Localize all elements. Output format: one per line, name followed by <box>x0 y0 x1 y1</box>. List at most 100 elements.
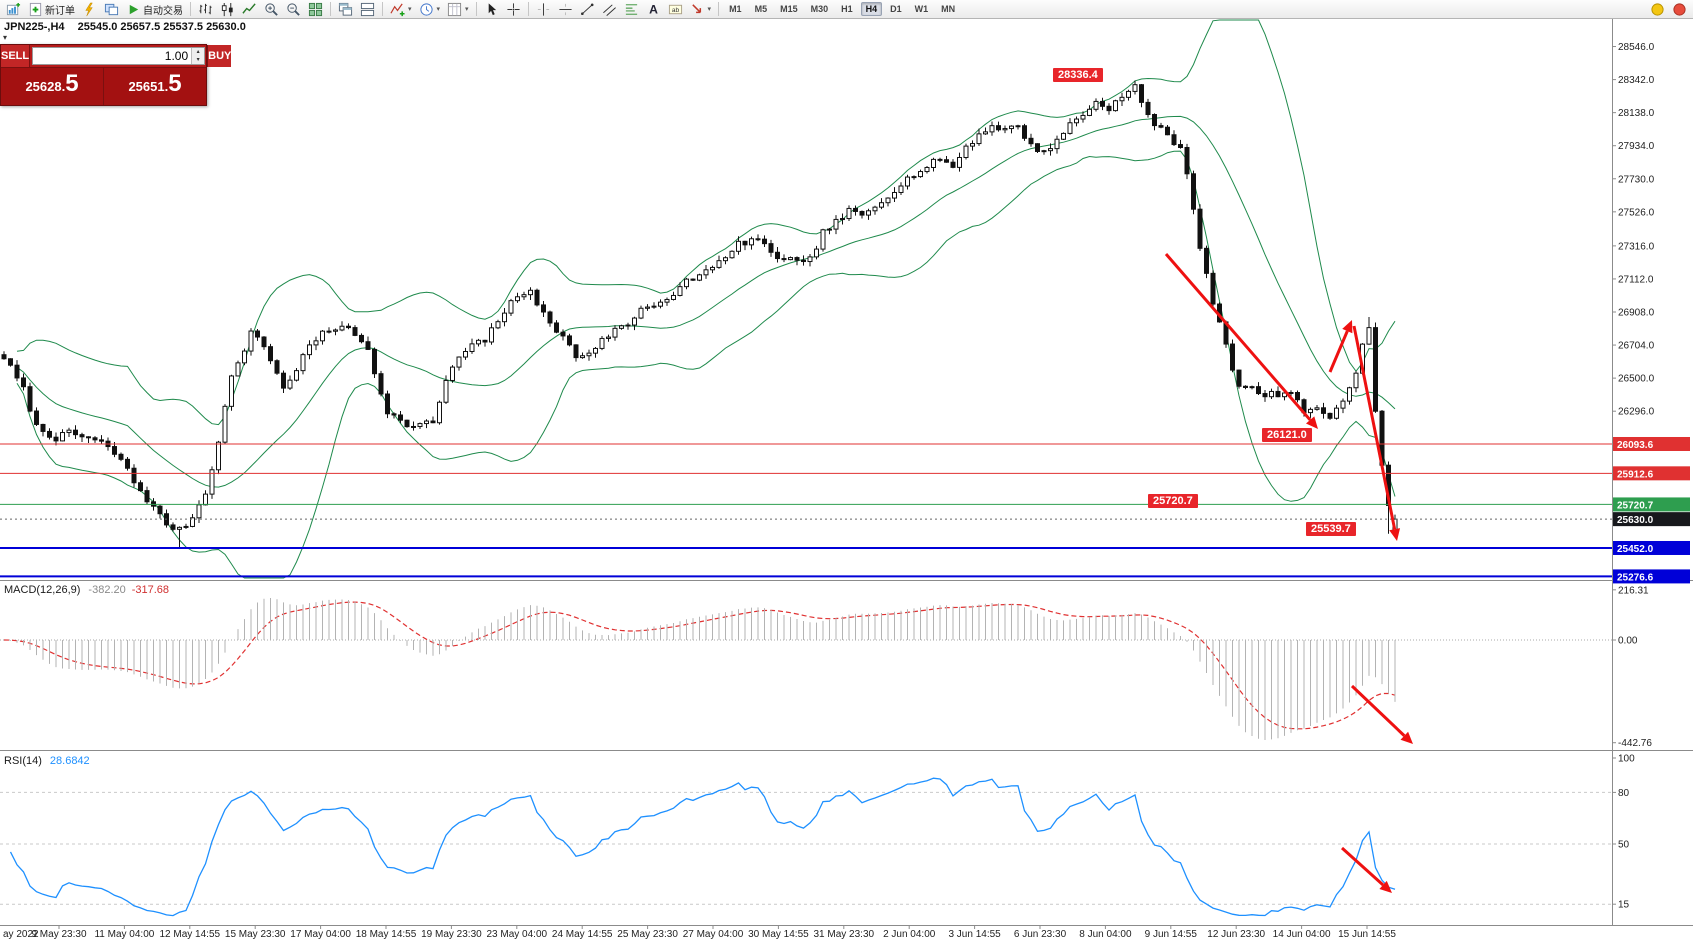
svg-text:18 May 14:55: 18 May 14:55 <box>356 929 417 940</box>
ohlc-readout: 25545.0 25657.5 25537.5 25630.0 <box>77 21 246 33</box>
horizontal-levels <box>0 443 1612 578</box>
toolbar-separator <box>527 2 529 16</box>
periods-button-dropdown-icon[interactable]: ▾ <box>436 6 441 13</box>
timeframe-M1[interactable]: M1 <box>729 4 742 14</box>
timeframe-M30[interactable]: M30 <box>810 4 829 14</box>
timeframe-M15[interactable]: M15 <box>780 4 798 14</box>
svg-text:50: 50 <box>1618 840 1630 851</box>
macd-histogram <box>10 597 1396 741</box>
fibonacci-icon[interactable] <box>621 1 642 18</box>
symbol-period-label: JPN225-,H4 <box>4 21 65 33</box>
trend-arrow-head <box>1400 731 1413 744</box>
periods-button[interactable]: ▾ <box>416 1 444 18</box>
svg-text:2 Jun 04:00: 2 Jun 04:00 <box>883 929 936 940</box>
text-icon[interactable]: A <box>643 1 664 18</box>
sell-price-display[interactable]: 25628. 5 <box>1 68 104 105</box>
volume-spinner: ▴ ▾ <box>191 48 205 64</box>
line-chart-icon[interactable] <box>239 1 260 18</box>
bar-chart-icon[interactable] <box>195 1 216 18</box>
vertical-line-icon[interactable] <box>533 1 554 18</box>
zoom-in-icon[interactable] <box>261 1 282 18</box>
bollinger-middle <box>16 115 1396 488</box>
candlestick-series <box>1 80 1398 548</box>
metaeditor-icon[interactable] <box>79 1 100 18</box>
crosshair-icon[interactable] <box>503 1 524 18</box>
bollinger-lower <box>16 150 1396 579</box>
arrange-windows-icon[interactable] <box>357 1 378 18</box>
new-chart-icon[interactable] <box>3 1 24 18</box>
price-annotation-box[interactable]: 25720.7 <box>1148 494 1198 508</box>
price-annotation-box[interactable]: 28336.4 <box>1053 68 1103 82</box>
macd-name: MACD(12,26,9) <box>4 584 81 596</box>
macd-main-value: -382.20 <box>88 584 126 596</box>
chart-windows-icon[interactable] <box>101 1 122 18</box>
trend-arrow-head <box>1305 416 1318 429</box>
horizontal-line-icon[interactable] <box>555 1 576 18</box>
volume-increment-button[interactable]: ▴ <box>192 48 205 56</box>
indicators-button[interactable]: ▾ <box>387 1 415 18</box>
rsi-panel: 100 80 50 15 <box>0 754 1635 917</box>
toolbar-separator <box>382 2 383 16</box>
svg-text:-442.76: -442.76 <box>1618 738 1652 749</box>
volume-decrement-button[interactable]: ▾ <box>192 56 205 64</box>
cascade-windows-icon[interactable] <box>335 1 356 18</box>
tile-windows-icon[interactable] <box>305 1 326 18</box>
trendline-icon[interactable] <box>577 1 598 18</box>
alert-status-icon[interactable] <box>1647 1 1668 18</box>
text-label-icon[interactable]: ab <box>665 1 686 18</box>
svg-text:15: 15 <box>1618 900 1630 911</box>
templates-button-dropdown-icon[interactable]: ▾ <box>465 6 469 13</box>
news-status-icon[interactable] <box>1669 1 1690 18</box>
svg-text:26093.6: 26093.6 <box>1617 440 1654 451</box>
svg-text:25912.6: 25912.6 <box>1617 469 1654 480</box>
cursor-icon[interactable] <box>481 1 502 18</box>
rsi-name: RSI(14) <box>4 755 42 767</box>
arrows-shapes-button-dropdown-icon[interactable]: ▾ <box>707 6 712 13</box>
toolbar-separator <box>330 2 331 16</box>
autotrade-button[interactable]: 自动交易 <box>123 1 186 18</box>
price-tag <box>1613 497 1690 512</box>
buy-button[interactable]: BUY <box>207 45 232 67</box>
price-tag <box>1613 540 1690 555</box>
panel-separators <box>0 19 1693 926</box>
new-order-button-label: 新订单 <box>45 5 75 17</box>
annotation-arrows[interactable] <box>1164 253 1413 893</box>
buy-price-display[interactable]: 25651. 5 <box>104 68 206 105</box>
svg-text:9 May 23:30: 9 May 23:30 <box>31 929 86 940</box>
timeframe-D1[interactable]: D1 <box>890 4 902 14</box>
one-click-collapse-toggle[interactable]: ▾ <box>3 33 8 42</box>
one-click-trading-panel: SELL ▴ ▾ BUY 25628.5 25651.5 <box>0 44 232 106</box>
templates-button[interactable]: ▾ <box>444 1 472 18</box>
price-axis: 28546.0 28342.0 28138.0 27934.0 27730.0 27526… <box>1612 42 1655 418</box>
svg-text:25452.0: 25452.0 <box>1617 544 1654 555</box>
candle-chart-icon[interactable] <box>217 1 238 18</box>
trend-arrow <box>1350 684 1406 737</box>
price-annotation-box[interactable]: 26121.0 <box>1262 428 1312 442</box>
symbol-header: JPN225-,H4 25545.0 25657.5 25537.5 25630… <box>4 21 246 33</box>
timeframe-M5[interactable]: M5 <box>754 4 768 14</box>
timeframe-H4[interactable]: H4 <box>860 2 883 16</box>
price-annotation-box[interactable]: 25539.7 <box>1306 522 1356 536</box>
svg-text:27 May 04:00: 27 May 04:00 <box>683 929 744 940</box>
price-tag <box>1613 436 1690 451</box>
arrows-shapes-button[interactable]: ▾ <box>687 1 715 18</box>
svg-text:12 Jun 23:30: 12 Jun 23:30 <box>1207 929 1265 940</box>
sell-button[interactable]: SELL <box>1 45 31 67</box>
new-order-button[interactable]: 新订单 <box>25 1 78 18</box>
svg-text:17 May 04:00: 17 May 04:00 <box>290 929 351 940</box>
trend-arrow <box>1164 253 1312 421</box>
timeframe-H1[interactable]: H1 <box>841 4 853 14</box>
volume-input[interactable] <box>33 48 192 64</box>
svg-text:14 Jun 04:00: 14 Jun 04:00 <box>1273 929 1331 940</box>
indicators-button-dropdown-icon[interactable]: ▾ <box>408 6 412 13</box>
timeframe-W1[interactable]: W1 <box>914 4 929 14</box>
channel-icon[interactable] <box>599 1 620 18</box>
svg-text:26704.0: 26704.0 <box>1618 341 1655 352</box>
zoom-out-icon[interactable] <box>283 1 304 18</box>
timeframe-MN[interactable]: MN <box>941 4 956 14</box>
trend-arrow-head <box>1389 528 1401 541</box>
